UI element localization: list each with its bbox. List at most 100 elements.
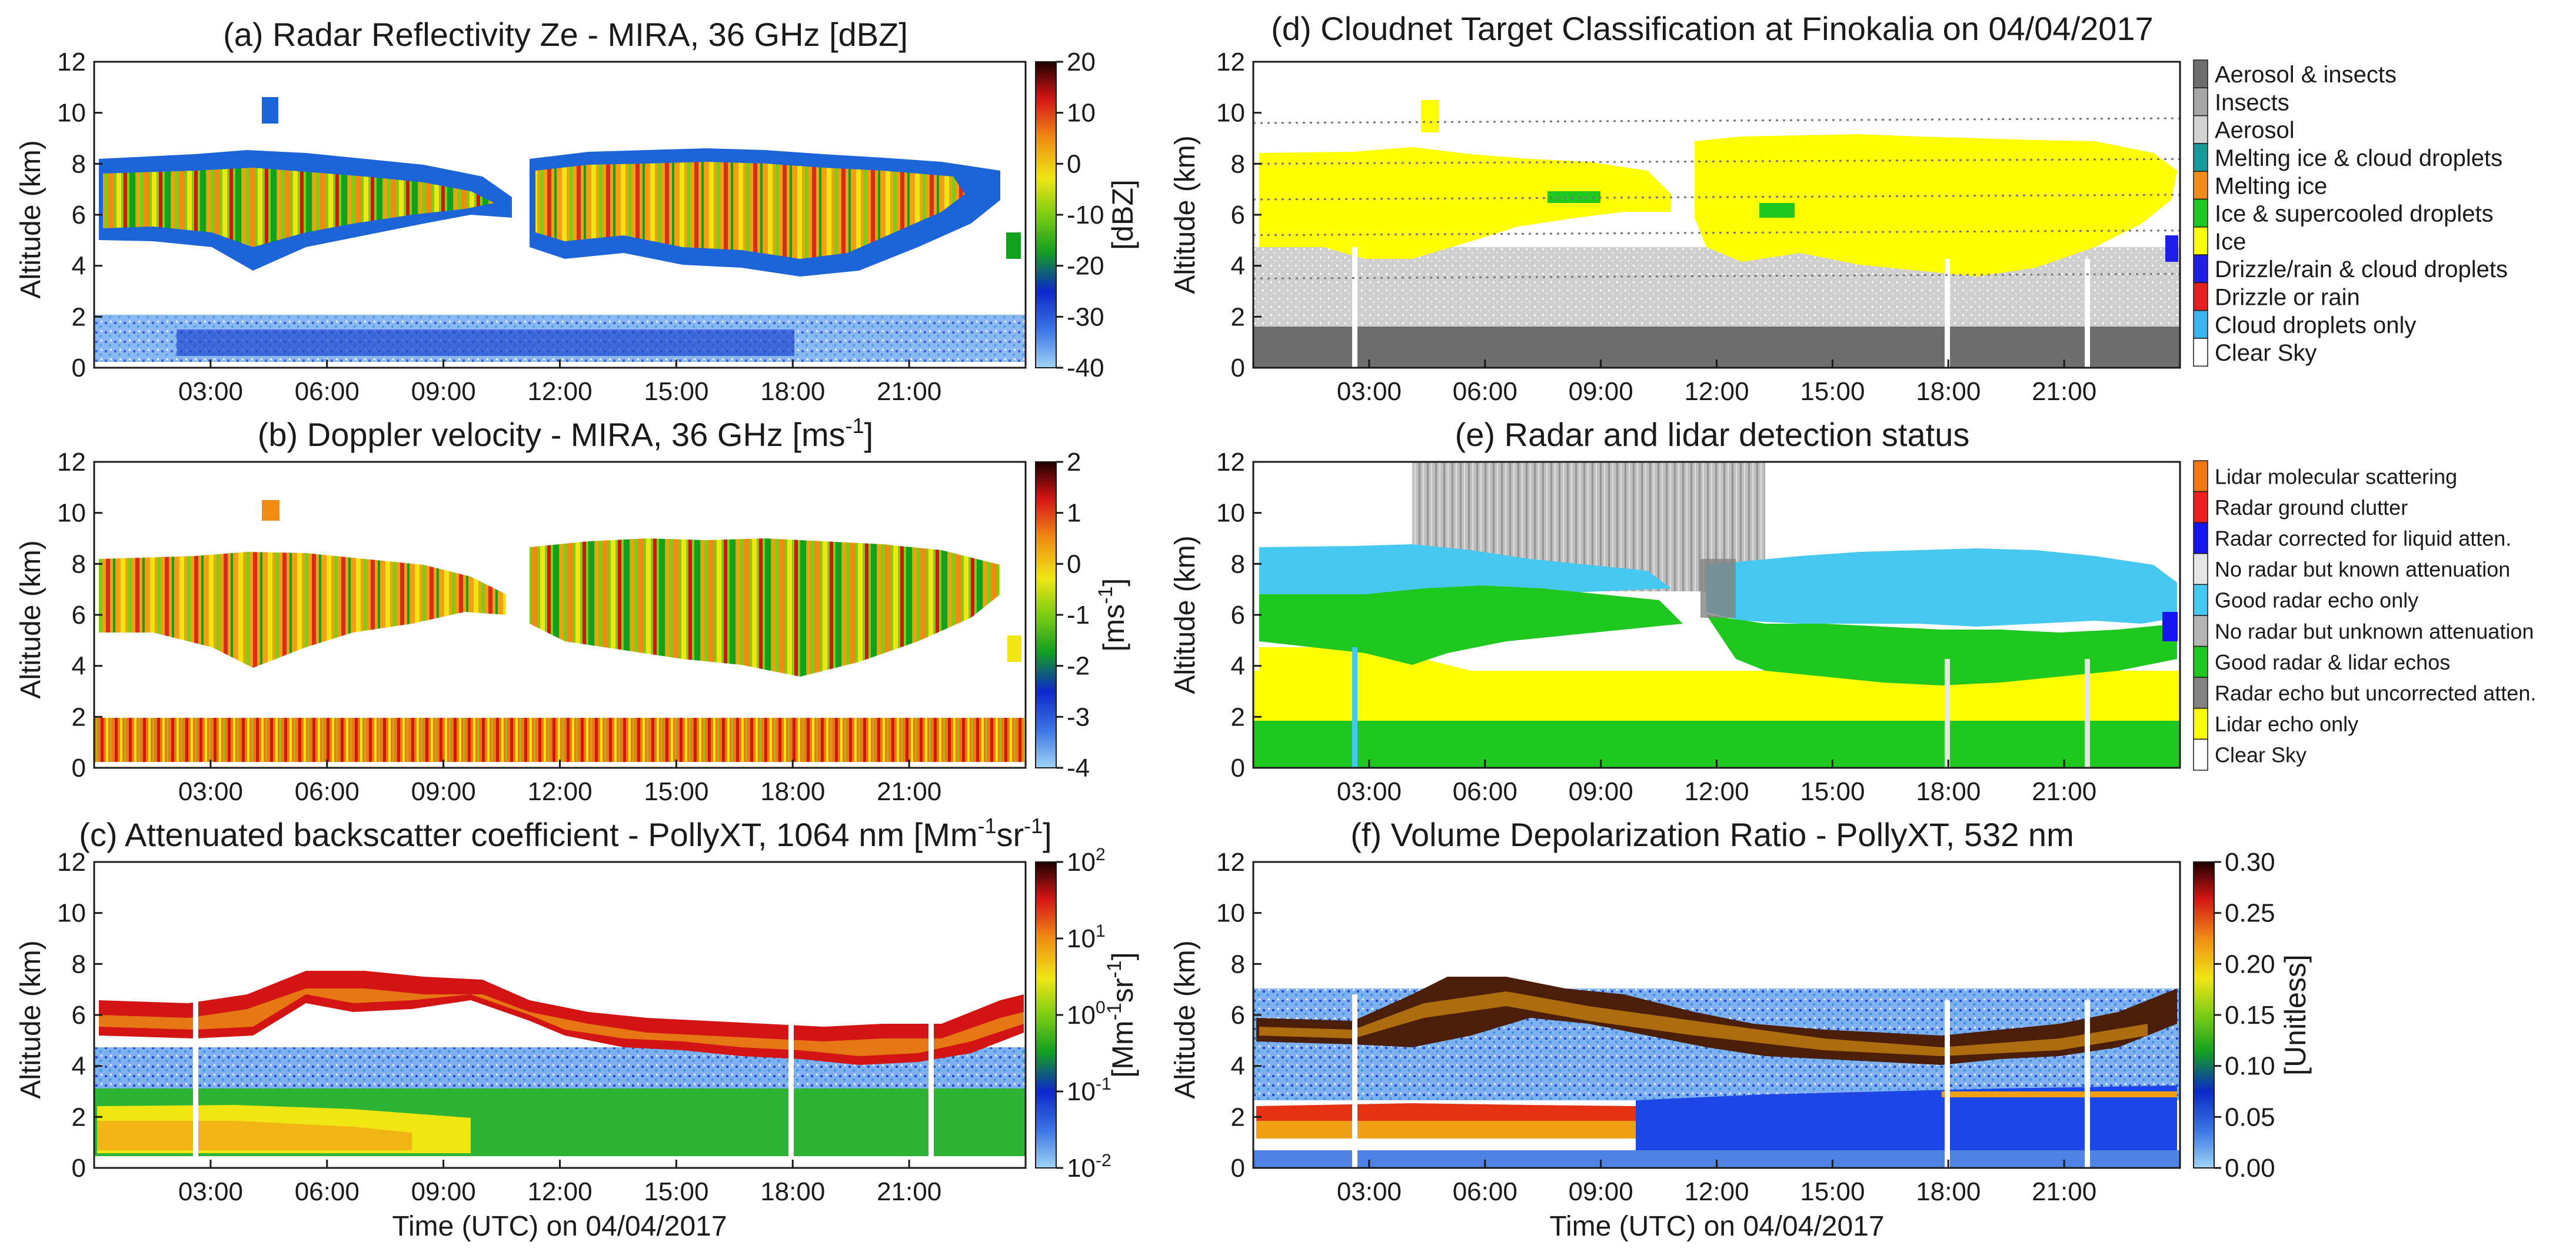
x-tick-label: 18:00	[1916, 777, 1981, 806]
legend-label: Aerosol & insects	[2215, 62, 2397, 88]
panel-d-xaxis: 03:00 06:00 09:00 12:00 15:00 18:00 21:00	[1337, 359, 2096, 406]
panel-f-colorbar-label: [Unitless]	[2279, 954, 2312, 1076]
y-tick-label: 4	[1231, 252, 1245, 281]
y-tick-label: 2	[1231, 1103, 1245, 1131]
x-tick-label: 09:00	[411, 377, 476, 406]
x-tick-label: 03:00	[178, 377, 243, 406]
y-tick-label: 6	[72, 201, 86, 229]
panel-c-yaxis: 0 2 4 6 8 10 12	[57, 848, 102, 1183]
legend-swatch	[2193, 87, 2208, 116]
legend-swatch	[2193, 460, 2208, 492]
legend-label: Aerosol	[2215, 118, 2295, 144]
x-tick-label: 21:00	[2032, 377, 2096, 406]
x-tick-label: 12:00	[527, 377, 592, 406]
colorbar-tick-label: 1	[1067, 499, 1081, 528]
panel-f-yaxis: 0 2 4 6 8 10 12	[1216, 848, 1262, 1183]
y-tick-label: 2	[1231, 703, 1245, 731]
panel-a-yaxis: 0 2 4 6 8 10 12	[57, 48, 102, 382]
panel-a-data	[94, 97, 1026, 362]
colorbar-tick-label: -20	[1067, 252, 1104, 281]
panel-f-data	[1253, 977, 2180, 1168]
panel-a-title: (a) Radar Reflectivity Ze - MIRA, 36 GHz…	[223, 16, 908, 53]
y-tick-label: 12	[1216, 848, 1245, 877]
colorbar-tick-label: -3	[1067, 703, 1090, 731]
y-tick-label: 8	[1231, 550, 1245, 578]
x-tick-label: 06:00	[1453, 377, 1517, 406]
panel-c-title: (c) Attenuated backscatter coefficient -…	[79, 814, 1051, 853]
y-tick-label: 12	[57, 448, 86, 477]
y-tick-label: 0	[72, 1154, 86, 1183]
legend-label: Good radar echo only	[2215, 588, 2418, 612]
colorbar-tick-label: 100	[1067, 998, 1106, 1030]
legend-swatch	[2193, 522, 2208, 554]
y-tick-label: 12	[57, 48, 86, 76]
legend-label: Melting ice & cloud droplets	[2215, 145, 2502, 171]
colorbar-tick-label: -40	[1067, 354, 1104, 382]
y-tick-label: 0	[72, 354, 86, 382]
y-tick-label: 6	[1231, 1001, 1245, 1030]
panel-d-ice-supercooled-2	[1759, 203, 1795, 218]
panel-c-cirrus-halo	[99, 988, 1024, 1056]
y-tick-label: 6	[1231, 601, 1245, 630]
y-tick-label: 10	[1216, 899, 1245, 928]
x-tick-label: 12:00	[527, 777, 592, 806]
panel-f-ylabel: Altitude (km)	[1170, 940, 1201, 1098]
panel-e-yaxis: 0 2 4 6 8 10 12	[1216, 448, 1262, 783]
x-tick-label: 15:00	[1800, 377, 1865, 406]
panel-f: (f) Volume Depolarization Ratio - PollyX…	[1170, 816, 2312, 1242]
panel-f-orange-top	[1942, 1091, 2177, 1097]
colorbar-tick-label: 0.25	[2225, 899, 2275, 928]
colorbar-tick-label: 0.10	[2225, 1052, 2275, 1081]
y-tick-label: 0	[72, 754, 86, 783]
y-tick-label: 6	[1231, 201, 1245, 229]
panel-e-gap-1	[1352, 647, 1357, 768]
legend-swatch	[2193, 738, 2208, 771]
x-tick-label: 06:00	[1453, 777, 1517, 806]
colorbar-tick-label: 20	[1067, 48, 1096, 76]
panel-a-xaxis: 03:00 06:00 09:00 12:00 15:00 18:00 21:00	[178, 359, 941, 406]
x-tick-label: 15:00	[1800, 777, 1865, 806]
legend-label: Ice	[2215, 229, 2246, 255]
panel-d-data	[1253, 100, 2181, 368]
legend-swatch	[2193, 584, 2208, 616]
y-tick-label: 2	[72, 1103, 86, 1131]
panel-e-good-both	[1259, 585, 1683, 665]
panel-c-xlabel: Time (UTC) on 04/04/2017	[392, 1211, 727, 1242]
panel-f-lowblue	[1636, 1086, 2177, 1153]
panel-e-ylabel: Altitude (km)	[1170, 535, 1201, 694]
panel-c-gap-2	[788, 1000, 794, 1168]
colorbar-tick-label: 0.00	[2225, 1154, 2275, 1183]
panel-b: (b) Doppler velocity - MIRA, 36 GHz [ms-…	[15, 414, 1130, 806]
legend-label: Drizzle/rain & cloud droplets	[2215, 257, 2508, 282]
x-tick-label: 03:00	[1337, 1177, 1402, 1206]
x-tick-label: 15:00	[1800, 1177, 1865, 1206]
panel-d-ice-right	[1695, 134, 2177, 277]
legend-label: Clear Sky	[2215, 340, 2317, 366]
x-tick-label: 21:00	[877, 377, 941, 406]
panel-a-ylabel: Altitude (km)	[15, 140, 46, 298]
legend-swatch	[2193, 59, 2208, 89]
legend-label: No radar but unknown attenuation	[2215, 619, 2534, 643]
x-tick-label: 09:00	[411, 1177, 476, 1206]
y-tick-label: 4	[1231, 1052, 1245, 1081]
colorbar-tick-label: 102	[1067, 845, 1106, 877]
panel-a-colorbar	[1035, 61, 1057, 368]
panel-c: (c) Attenuated backscatter coefficient -…	[15, 814, 1139, 1242]
legend-swatch	[2193, 171, 2208, 200]
panel-d-ylabel: Altitude (km)	[1170, 135, 1201, 294]
legend-swatch	[2193, 615, 2208, 647]
y-tick-label: 0	[1231, 354, 1245, 382]
colorbar-tick-label: -4	[1067, 754, 1090, 783]
panel-e-good-both-right	[1706, 615, 2177, 685]
x-tick-label: 18:00	[1916, 1177, 1981, 1206]
x-tick-label: 12:00	[527, 1177, 592, 1206]
x-tick-label: 15:00	[644, 1177, 708, 1206]
x-tick-label: 21:00	[877, 1177, 941, 1206]
panel-c-gap-3	[928, 1000, 934, 1168]
panel-f-gap-1	[1352, 994, 1357, 1168]
panel-e-data	[1253, 462, 2180, 768]
legend-label: Radar corrected for liquid atten.	[2215, 526, 2511, 550]
x-tick-label: 09:00	[1569, 777, 1633, 806]
panel-b-ylabel: Altitude (km)	[15, 540, 46, 698]
